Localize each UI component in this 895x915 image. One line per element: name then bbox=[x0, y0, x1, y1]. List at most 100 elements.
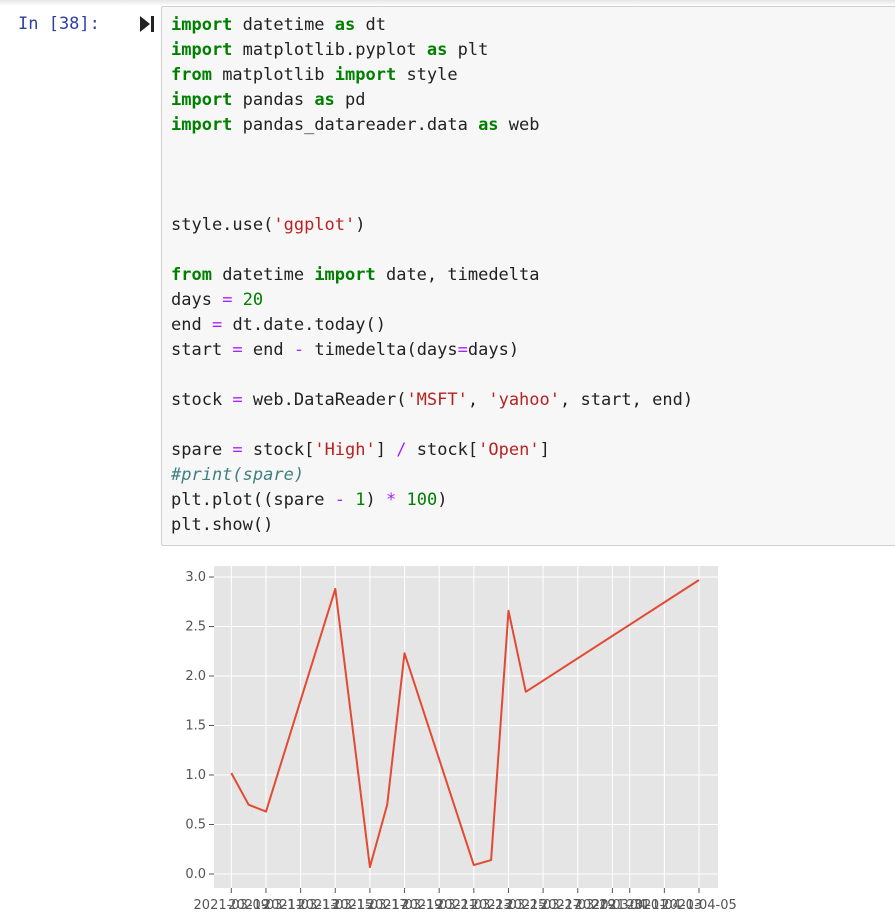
code-line: #print(spare) bbox=[171, 463, 693, 488]
code-token bbox=[396, 490, 406, 510]
y-tick-label: 1.0 bbox=[185, 768, 206, 783]
code-token: days) bbox=[467, 340, 520, 360]
code-token: import bbox=[314, 265, 376, 285]
code-token: = bbox=[232, 390, 243, 410]
code-line: from datetime import date, timedelta bbox=[171, 263, 693, 288]
code-line: start = end - timedelta(days=days) bbox=[171, 338, 693, 363]
x-tick-label: 2021-03-25 bbox=[471, 898, 547, 913]
x-tick-label: 2021-03-21 bbox=[401, 898, 477, 913]
code-line bbox=[171, 363, 693, 388]
code-token: #print(spare) bbox=[171, 465, 305, 485]
code-line: from matplotlib import style bbox=[171, 63, 693, 88]
code-line: import matplotlib.pyplot as plt bbox=[171, 38, 693, 63]
code-token: * bbox=[386, 490, 397, 510]
code-token: matplotlib.pyplot bbox=[232, 40, 427, 60]
x-tick-label: 2021-03-15 bbox=[297, 898, 373, 913]
x-tick-label: 2021-03-13 bbox=[263, 898, 339, 913]
code-token: stock[ bbox=[406, 440, 479, 460]
code-token: datetime bbox=[211, 265, 315, 285]
code-token: ] bbox=[539, 440, 550, 460]
code-token: spare bbox=[171, 440, 233, 460]
y-tick-label: 1.5 bbox=[185, 719, 206, 734]
code-token: = bbox=[232, 340, 243, 360]
code-token: 20 bbox=[242, 290, 264, 310]
run-cell-icon[interactable] bbox=[139, 15, 155, 33]
code-token: import bbox=[171, 90, 233, 110]
code-token: style bbox=[396, 65, 458, 85]
code-token: 'yahoo' bbox=[488, 390, 560, 410]
x-tick-label: 2021-03-11 bbox=[228, 898, 304, 913]
code-line: import pandas as pd bbox=[171, 88, 693, 113]
code-token: import bbox=[171, 115, 233, 135]
code-token: , bbox=[467, 390, 489, 410]
code-token: from bbox=[171, 265, 212, 285]
code-token: matplotlib bbox=[211, 65, 335, 85]
code-token: end bbox=[242, 340, 294, 360]
x-tick-label: 2021-03-31 bbox=[575, 898, 651, 913]
code-token: 100 bbox=[406, 490, 438, 510]
x-tick-label: 2021-04-05 bbox=[661, 898, 737, 913]
code-token: stock bbox=[171, 390, 233, 410]
code-token: style.use( bbox=[171, 215, 274, 235]
code-token: dt.date.today() bbox=[222, 315, 386, 335]
code-token: ) bbox=[355, 215, 366, 235]
code-line bbox=[171, 163, 693, 188]
y-tick-label: 2.0 bbox=[185, 669, 206, 684]
code-token: web.DataReader( bbox=[242, 390, 407, 410]
code-line bbox=[171, 413, 693, 438]
code-token: datetime bbox=[232, 15, 335, 35]
code-token: 'MSFT' bbox=[406, 390, 468, 410]
toolbar-shadow bbox=[0, 0, 895, 6]
code-token: plt bbox=[447, 40, 489, 60]
code-token: plt.plot((spare bbox=[171, 490, 335, 510]
code-token: import bbox=[171, 40, 233, 60]
code-token: web bbox=[498, 115, 540, 135]
y-tick-label: 2.5 bbox=[185, 620, 206, 635]
code-token: pandas bbox=[232, 90, 315, 110]
code-token: = bbox=[457, 340, 468, 360]
x-tick-label: 2021-03-27 bbox=[505, 898, 581, 913]
code-token: / bbox=[396, 440, 407, 460]
code-token: stock[ bbox=[242, 440, 315, 460]
code-token: 1 bbox=[355, 490, 366, 510]
code-token: , start, end) bbox=[560, 390, 694, 410]
code-token: import bbox=[334, 65, 397, 85]
x-tick-label: 2021-03-17 bbox=[332, 898, 408, 913]
code-line: plt.plot((spare - 1) * 100) bbox=[171, 488, 693, 513]
x-tick-label: 2021-04-01 bbox=[592, 898, 668, 913]
code-cell-input[interactable]: import datetime as dt import matplotlib.p… bbox=[161, 6, 895, 546]
code-token bbox=[232, 290, 242, 310]
code-token: days bbox=[171, 290, 223, 310]
code-token: date, timedelta bbox=[375, 265, 540, 285]
code-token: - bbox=[334, 490, 346, 510]
code-token: dt bbox=[355, 15, 386, 35]
code-line: import datetime as dt bbox=[171, 13, 693, 38]
code-token: as bbox=[426, 40, 448, 60]
x-tick-label: 2021-04-03 bbox=[627, 898, 703, 913]
code-editor[interactable]: import datetime as dt import matplotlib.p… bbox=[171, 13, 693, 538]
code-token: = bbox=[232, 440, 243, 460]
code-token bbox=[345, 490, 355, 510]
code-token: = bbox=[211, 315, 223, 335]
cell-output: 0.0 0.5 1.0 1.5 2.0 2.5 3.0 2021-03-09 2021-03-1… bbox=[160, 556, 760, 915]
code-token: timedelta(days bbox=[304, 340, 458, 360]
cell-prompt: In [38]: bbox=[18, 14, 100, 34]
code-line bbox=[171, 238, 693, 263]
code-token: pandas_datareader.data bbox=[232, 115, 479, 135]
y-tick-label: 0.5 bbox=[185, 818, 206, 833]
x-tick-label: 2021-03-23 bbox=[436, 898, 512, 913]
code-token: from bbox=[171, 65, 212, 85]
code-line: plt.show() bbox=[171, 513, 693, 538]
code-token: ] bbox=[375, 440, 397, 460]
line-chart: 0.00.51.01.52.02.53.02021-03-092021-03-1… bbox=[185, 566, 737, 913]
y-tick-label: 0.0 bbox=[185, 867, 206, 882]
series-line bbox=[230, 579, 700, 869]
x-tick-label: 2021-03-19 bbox=[367, 898, 443, 913]
code-token: 'ggplot' bbox=[273, 215, 356, 235]
code-token: ) bbox=[365, 490, 386, 510]
code-token: 'High' bbox=[314, 440, 376, 460]
code-line: days = 20 bbox=[171, 288, 693, 313]
x-tick-label: 2021-03-29 bbox=[540, 898, 616, 913]
code-token: import bbox=[171, 15, 233, 35]
code-token: end bbox=[171, 315, 212, 335]
